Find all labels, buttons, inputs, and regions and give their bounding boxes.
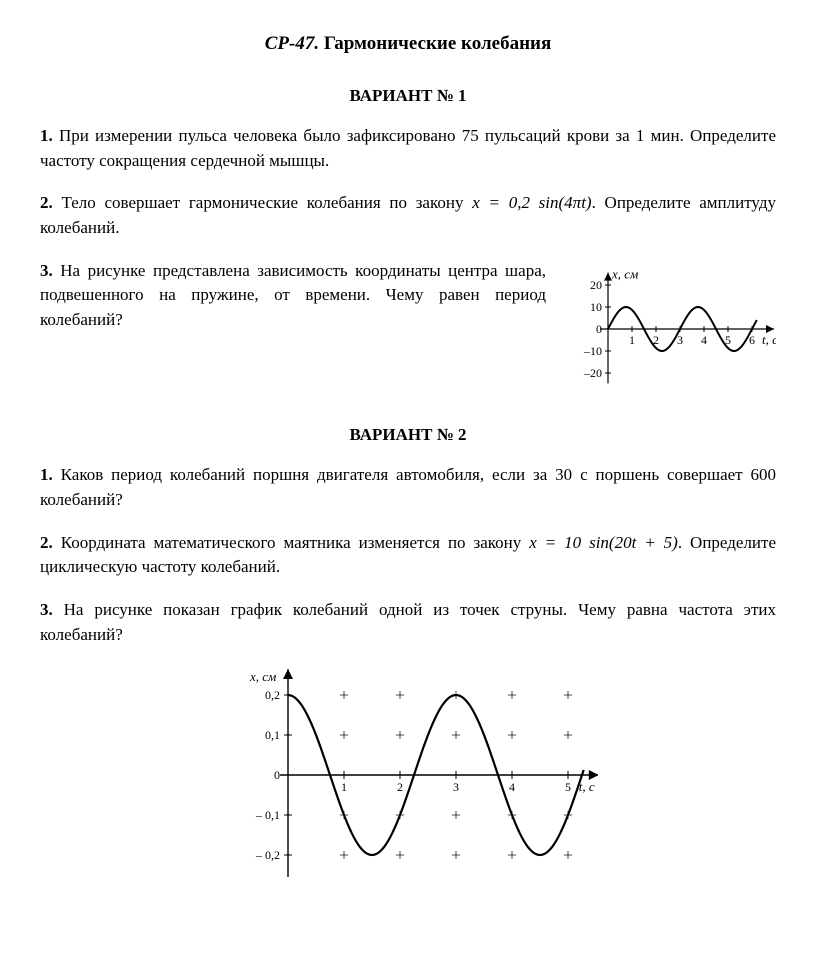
chart2: – 0,2 – 0,1 0 0,1 0,2 1 2 3 4 5 x, см t, с (218, 665, 598, 885)
title-prefix: СР-47. (265, 33, 319, 54)
v1-p2-formula: x = 0,2 sin(4πt) (472, 193, 591, 212)
svg-text:0: 0 (596, 322, 602, 336)
svg-text:x, см: x, см (249, 669, 276, 684)
svg-text:4: 4 (509, 780, 515, 794)
svg-text:3: 3 (453, 780, 459, 794)
v2-p1-text: Каков период колебаний поршня двигателя … (40, 465, 776, 509)
page-title: СР-47. Гармонические колебания (40, 30, 776, 58)
v1-p3-text: На рисунке представлена зависимость коор… (40, 261, 546, 329)
svg-text:1: 1 (629, 333, 635, 347)
v1-p1-text: При измерении пульса человека было зафик… (40, 126, 776, 170)
v1-problem1: 1. При измерении пульса человека было за… (40, 124, 776, 173)
svg-text:0,2: 0,2 (265, 688, 280, 702)
svg-text:–20: –20 (583, 366, 602, 380)
variant2-heading: ВАРИАНТ № 2 (40, 423, 776, 448)
v2-p2-formula: x = 10 sin(20t + 5) (529, 533, 678, 552)
v1-p1-num: 1. (40, 126, 53, 145)
v2-p3-num: 3. (40, 600, 53, 619)
svg-text:– 0,1: – 0,1 (255, 808, 280, 822)
svg-text:–10: –10 (583, 344, 602, 358)
svg-text:20: 20 (590, 278, 602, 292)
svg-text:t, с: t, с (762, 332, 776, 347)
svg-text:4: 4 (701, 333, 707, 347)
v2-problem1: 1. Каков период колебаний поршня двигате… (40, 463, 776, 512)
svg-text:– 0,2: – 0,2 (255, 848, 280, 862)
v1-p2-text-a: Тело совершает гармонические колебания п… (61, 193, 472, 212)
v2-p2-num: 2. (40, 533, 53, 552)
svg-text:0,1: 0,1 (265, 728, 280, 742)
svg-text:1: 1 (341, 780, 347, 794)
title-main: Гармонические колебания (324, 33, 551, 54)
chart1: –20–1001020123456x, смt, с (566, 259, 776, 399)
v1-p2-num: 2. (40, 193, 53, 212)
v1-problem2: 2. Тело совершает гармонические колебани… (40, 191, 776, 240)
svg-text:2: 2 (397, 780, 403, 794)
v2-p3-text: На рисунке показан график колебаний одно… (40, 600, 776, 644)
svg-text:t, с: t, с (579, 779, 595, 794)
svg-text:5: 5 (565, 780, 571, 794)
v1-p3-num: 3. (40, 261, 53, 280)
svg-text:x, см: x, см (611, 266, 638, 281)
v1-problem3: 3. На рисунке представлена зависимость к… (40, 259, 776, 399)
variant1-heading: ВАРИАНТ № 1 (40, 84, 776, 109)
v2-problem2: 2. Координата математического маятника и… (40, 531, 776, 580)
v2-p2-text-a: Координата математического маятника изме… (61, 533, 530, 552)
svg-text:0: 0 (274, 768, 280, 782)
v2-p1-num: 1. (40, 465, 53, 484)
svg-text:10: 10 (590, 300, 602, 314)
v2-problem3: 3. На рисунке показан график колебаний о… (40, 598, 776, 647)
